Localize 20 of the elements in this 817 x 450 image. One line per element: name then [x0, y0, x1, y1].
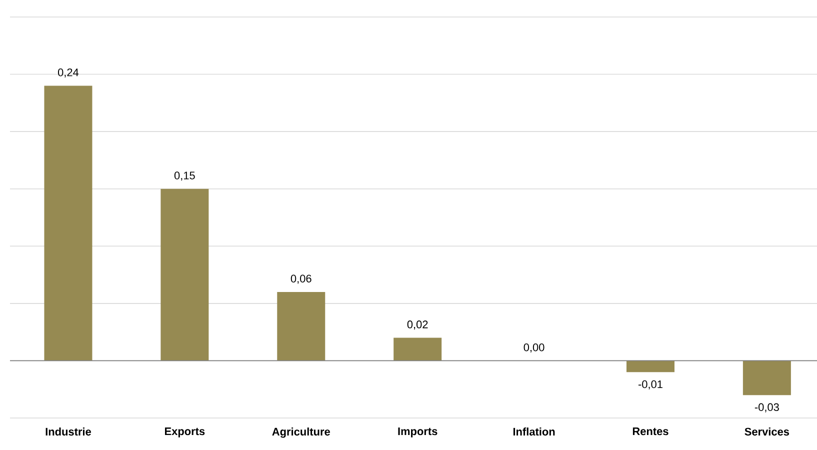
x-tick-label: Rentes	[632, 428, 668, 436]
bar	[44, 86, 92, 361]
bar	[626, 360, 674, 372]
data-label: 0,15	[174, 172, 195, 181]
bar	[160, 188, 209, 361]
x-tick-label: Exports	[165, 428, 205, 438]
x-tick-label: Industrie	[46, 428, 91, 436]
x-tick-label: Agriculture	[272, 428, 330, 438]
data-label: -0,03	[754, 403, 779, 412]
data-label: 0,24	[58, 68, 79, 78]
data-label: -0,01	[638, 380, 662, 390]
x-tick-label: Imports	[398, 428, 438, 438]
data-label: 0,00	[524, 343, 544, 353]
bar	[394, 338, 442, 361]
bar	[277, 292, 326, 361]
bar	[742, 360, 791, 396]
data-label: 0,02	[407, 320, 428, 330]
x-tick-label: Services	[744, 428, 790, 436]
data-label: 0,06	[290, 274, 312, 284]
x-tick-label: Inflation	[513, 428, 555, 436]
